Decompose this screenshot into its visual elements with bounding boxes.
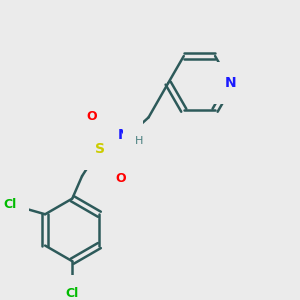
Text: S: S <box>94 142 105 156</box>
Text: H: H <box>135 136 143 146</box>
Text: Cl: Cl <box>3 198 16 211</box>
Text: N: N <box>225 76 237 90</box>
Text: O: O <box>86 110 97 123</box>
Text: N: N <box>117 128 129 142</box>
Text: Cl: Cl <box>66 287 79 300</box>
Text: O: O <box>116 172 127 184</box>
